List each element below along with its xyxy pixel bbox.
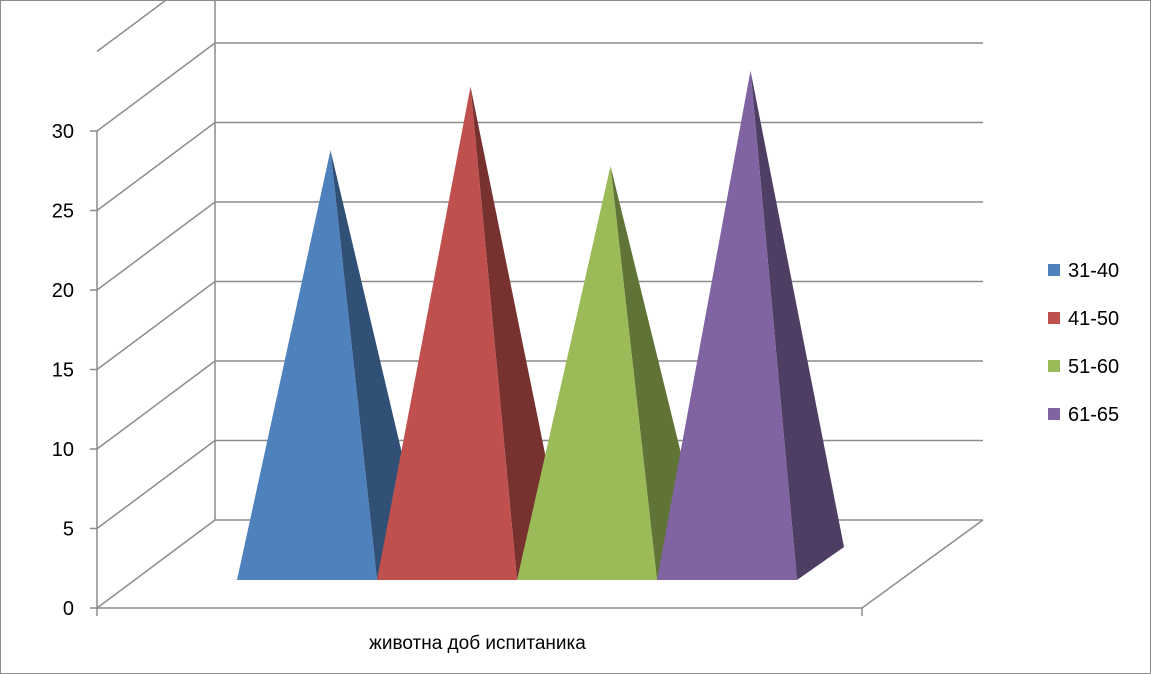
legend-label: 31-40 <box>1068 260 1119 282</box>
legend-label: 51-60 <box>1068 356 1119 378</box>
side-gridline <box>96 439 216 530</box>
side-gridline <box>96 519 216 609</box>
pyramid-front-face <box>377 86 517 580</box>
pyramid-front-face <box>237 150 377 580</box>
y-tick-label: 30 <box>52 121 74 143</box>
pyramid-side-face <box>470 86 564 580</box>
legend-label: 61-65 <box>1068 404 1119 426</box>
pyramid-61-65 <box>657 70 844 580</box>
pyramid-41-50 <box>377 86 564 580</box>
y-tick-label: 5 <box>63 519 74 541</box>
legend: 31-40 41-50 51-60 61-65 <box>1048 260 1119 426</box>
legend-swatch <box>1048 408 1060 420</box>
side-gridline <box>96 201 216 291</box>
pyramid-side-face <box>750 70 844 580</box>
legend-swatch <box>1048 360 1060 372</box>
legend-swatch <box>1048 312 1060 324</box>
side-gridline <box>96 0 168 53</box>
pyramid-front-face <box>657 70 797 580</box>
legend-swatch <box>1048 264 1060 276</box>
y-tick-label: 0 <box>63 598 74 620</box>
y-tick-label: 10 <box>52 439 74 461</box>
legend-label: 41-50 <box>1068 308 1119 330</box>
side-gridline <box>96 42 216 132</box>
side-gridline <box>96 360 216 450</box>
side-gridline <box>96 280 216 371</box>
chart-bars <box>237 70 844 580</box>
y-tick-label: 20 <box>52 280 74 302</box>
pyramid-front-face <box>517 166 657 580</box>
x-axis: животна доб испитаника <box>369 633 586 654</box>
floor-right-edge <box>861 519 984 609</box>
side-gridline <box>96 121 216 212</box>
x-category-label: животна доб испитаника <box>369 633 586 654</box>
y-tick-label: 15 <box>52 360 74 382</box>
y-axis-ticks: 0 5 10 15 20 25 30 <box>52 121 97 620</box>
y-tick-label: 25 <box>52 201 74 223</box>
